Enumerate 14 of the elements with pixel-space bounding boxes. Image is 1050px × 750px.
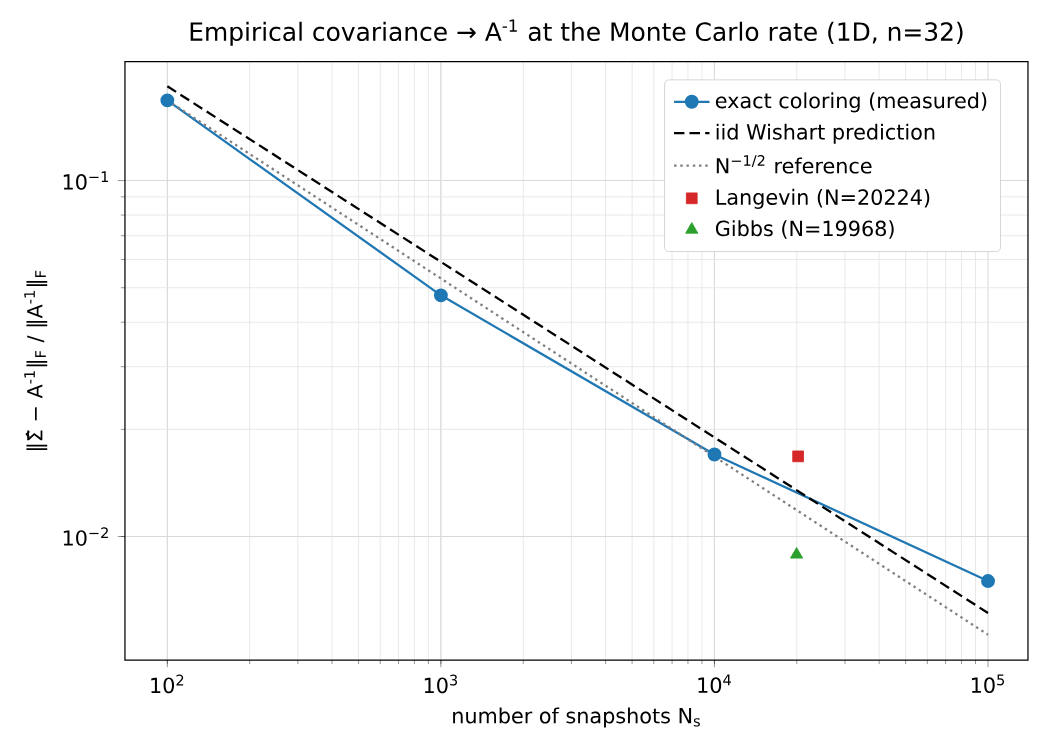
legend-label: N$^{−1/2}$ reference	[716, 155, 872, 174]
legend-label: Langevin (N=20224)	[716, 188, 930, 209]
x-tick-label: 10$^{2}$	[151, 674, 184, 694]
x-tick-label: 10$^{3}$	[424, 674, 458, 694]
y-tick-label: 10$^{−1}$	[63, 171, 109, 190]
legend-label: iid Wishart prediction	[716, 123, 935, 144]
x-tick-label: 10$^{5}$	[971, 674, 1005, 694]
legend-label: Gibbs (N=19968)	[715, 220, 894, 239]
y-tick-label: 10$^{−2}$	[63, 527, 108, 546]
x-axis-title: number of snapshots N$_{s}$	[453, 707, 700, 728]
x-tick-label: 10$^{4}$	[698, 674, 731, 694]
y-axis-title: ‖Σ̂ − A$^{-1}$‖$_{F}$ / ‖A$^{-1}$‖$_{F}$	[24, 270, 48, 450]
chart-title: Empirical covariance → A$^{-1}$ at the Monte Carlo rate (1D, n=32)	[190, 19, 963, 46]
legend-label: exact coloring (measured)	[715, 92, 987, 113]
